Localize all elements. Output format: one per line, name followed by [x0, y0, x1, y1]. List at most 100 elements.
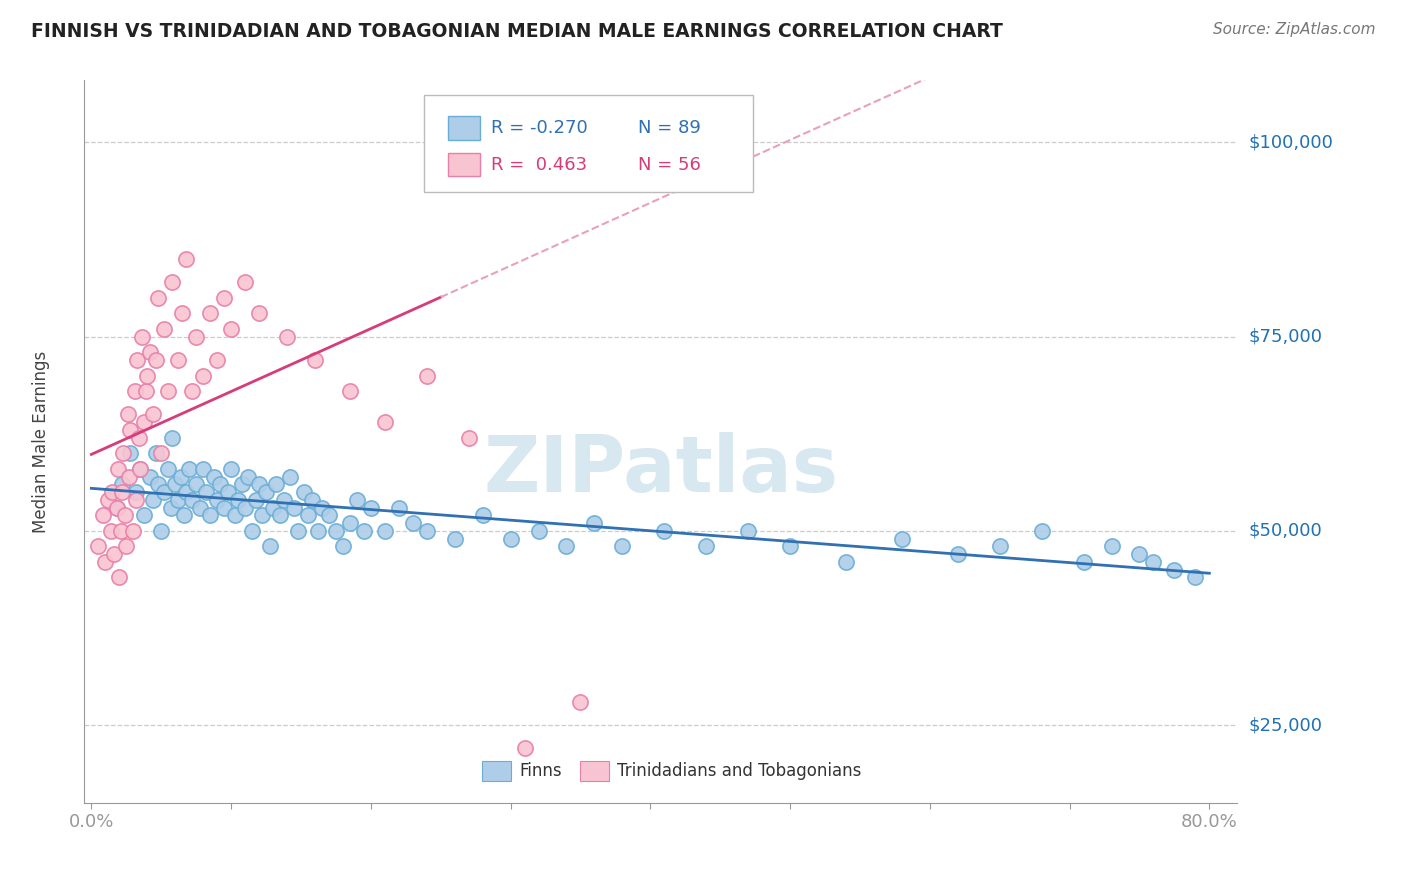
Point [212, 500, 235, 515]
Point [139, 345, 162, 359]
Point [148, 291, 170, 305]
Text: $50,000: $50,000 [1249, 522, 1322, 540]
Point [145, 353, 167, 368]
Point [208, 477, 231, 491]
Text: N = 89: N = 89 [638, 119, 700, 137]
Point [325, 524, 347, 538]
Point [125, 492, 148, 507]
Point [186, 477, 208, 491]
Point [173, 508, 195, 523]
Point [120, 446, 142, 460]
Point [233, 275, 256, 289]
Point [264, 477, 287, 491]
Point [1184, 570, 1206, 584]
Point [157, 461, 180, 475]
Point [194, 485, 217, 500]
Point [198, 306, 221, 320]
Point [283, 500, 305, 515]
Text: R =  0.463: R = 0.463 [491, 156, 588, 174]
Point [134, 508, 156, 523]
Point [890, 532, 912, 546]
Point [695, 540, 717, 554]
Point [129, 461, 152, 475]
Point [114, 508, 136, 523]
Point [202, 469, 225, 483]
Point [107, 461, 129, 475]
Point [233, 500, 256, 515]
Point [153, 485, 176, 500]
Text: R = -0.270: R = -0.270 [491, 119, 588, 137]
Text: N = 56: N = 56 [638, 156, 700, 174]
Point [569, 695, 592, 709]
Point [176, 485, 198, 500]
Point [388, 500, 411, 515]
Point [120, 423, 142, 437]
Point [1101, 540, 1123, 554]
Point [188, 500, 211, 515]
Point [105, 500, 128, 515]
Point [1163, 563, 1185, 577]
Point [245, 492, 267, 507]
Point [179, 461, 201, 475]
Point [247, 477, 270, 491]
Text: Source: ZipAtlas.com: Source: ZipAtlas.com [1212, 22, 1375, 37]
Point [297, 508, 319, 523]
Point [111, 485, 134, 500]
Point [118, 469, 141, 483]
Point [198, 508, 221, 523]
Point [332, 540, 354, 554]
Point [157, 384, 180, 398]
Point [127, 353, 149, 368]
Point [737, 524, 759, 538]
Point [191, 461, 214, 475]
Point [142, 408, 165, 422]
Point [499, 532, 522, 546]
Point [172, 306, 194, 320]
Point [269, 508, 291, 523]
Point [111, 477, 134, 491]
Point [946, 547, 969, 561]
Point [304, 353, 326, 368]
Point [97, 492, 120, 507]
Point [153, 322, 176, 336]
FancyBboxPatch shape [447, 117, 479, 139]
Point [224, 508, 246, 523]
Point [91, 508, 114, 523]
Point [555, 540, 578, 554]
Point [612, 540, 634, 554]
Point [219, 461, 242, 475]
Point [471, 508, 494, 523]
Point [103, 547, 125, 561]
Point [124, 384, 146, 398]
Point [162, 275, 184, 289]
Point [128, 431, 150, 445]
Point [416, 524, 439, 538]
Point [125, 485, 148, 500]
Text: ZIPatlas: ZIPatlas [484, 433, 838, 508]
Point [186, 329, 208, 343]
Point [250, 508, 273, 523]
Text: Median Male Earnings: Median Male Earnings [31, 351, 49, 533]
Point [416, 368, 439, 383]
Point [205, 353, 228, 368]
Point [513, 741, 536, 756]
Point [226, 492, 249, 507]
Text: $75,000: $75,000 [1249, 327, 1323, 346]
Point [339, 384, 361, 398]
Point [181, 384, 204, 398]
Text: Finns: Finns [519, 762, 561, 780]
Point [131, 329, 153, 343]
Point [1073, 555, 1095, 569]
Point [205, 492, 228, 507]
Text: $25,000: $25,000 [1249, 716, 1323, 734]
Point [318, 508, 340, 523]
Point [273, 492, 295, 507]
Point [212, 291, 235, 305]
FancyBboxPatch shape [581, 761, 609, 781]
Point [311, 500, 333, 515]
Point [652, 524, 675, 538]
Point [167, 353, 190, 368]
Point [247, 306, 270, 320]
Point [583, 516, 606, 530]
Point [278, 469, 301, 483]
